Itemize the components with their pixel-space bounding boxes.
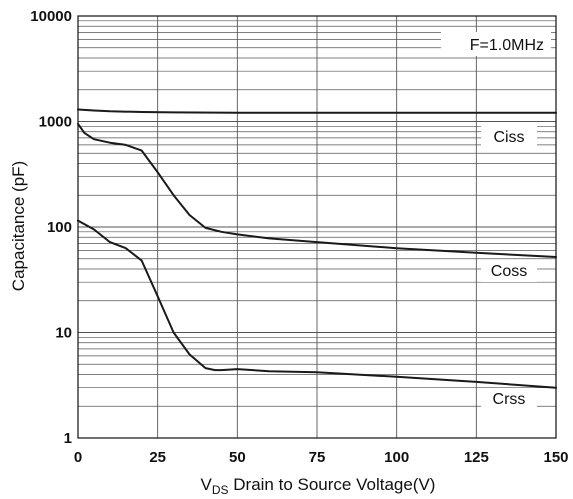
x-axis-title: VDS Drain to Source Voltage(V) (201, 475, 436, 497)
x-tick-labels: 0 25 50 75 100 125 150 (74, 449, 569, 466)
x-tick-label: 50 (229, 449, 246, 466)
x-tick-label: 150 (543, 449, 568, 466)
y-tick-label: 10000 (30, 8, 72, 25)
x-axis-title-subscript: DS (212, 483, 229, 497)
x-tick-label: 100 (384, 449, 409, 466)
series-label-background (481, 388, 537, 410)
series-line-ciss (77, 108, 557, 114)
x-axis-title-prefix: V (201, 475, 213, 494)
x-tick-label: 0 (74, 449, 82, 466)
series-label-background (481, 260, 537, 282)
x-tick-label: 75 (309, 449, 326, 466)
series-label-background (481, 126, 537, 148)
x-axis-title-rest: Drain to Source Voltage(V) (229, 475, 436, 494)
y-tick-label: 10 (55, 325, 72, 342)
series-label-crss: Crss (493, 391, 526, 408)
frequency-annotation-background (441, 32, 551, 56)
grid (78, 16, 556, 438)
series-label-coss: Coss (491, 263, 527, 280)
y-tick-label: 1000 (39, 114, 72, 131)
y-tick-label: 100 (47, 219, 72, 236)
series-label-ciss: Ciss (493, 129, 524, 146)
series-lines (77, 108, 557, 389)
x-tick-label: 125 (464, 449, 489, 466)
series-labels: Ciss Coss Crss (481, 126, 537, 410)
plot-frame (77, 15, 557, 439)
y-tick-label: 1 (64, 430, 72, 447)
y-tick-labels: 1 10 100 1000 10000 (30, 8, 72, 447)
frequency-annotation: F=1.0MHz (470, 37, 544, 54)
series-line-coss (77, 122, 557, 258)
x-tick-label: 25 (149, 449, 166, 466)
y-axis-title: Capacitance (pF) (9, 161, 28, 291)
series-line-crss (77, 219, 557, 389)
